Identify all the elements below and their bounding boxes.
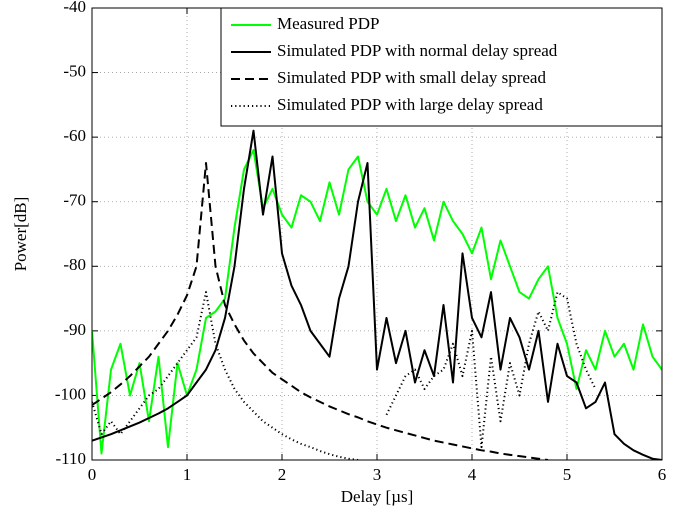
y-tick-label: -110 (55, 449, 86, 468)
y-axis-label: Power[dB] (11, 197, 30, 272)
y-tick-label: -50 (63, 61, 86, 80)
x-tick-label: 5 (563, 465, 572, 484)
x-tick-label: 3 (373, 465, 382, 484)
x-tick-label: 1 (183, 465, 192, 484)
y-tick-label: -90 (63, 320, 86, 339)
x-tick-label: 6 (658, 465, 667, 484)
series-line (92, 129, 662, 460)
y-tick-label: -70 (63, 191, 86, 210)
legend-label: Simulated PDP with large delay spread (277, 95, 543, 114)
plot-lines (92, 129, 662, 460)
y-tick-label: -60 (63, 126, 86, 145)
x-axis-label: Delay [µs] (341, 487, 414, 506)
x-tick-label: 0 (88, 465, 97, 484)
legend-box (220, 7, 663, 127)
legend-label: Simulated PDP with small delay spread (277, 68, 546, 87)
series-line (92, 161, 549, 460)
x-tick-label: 4 (468, 465, 477, 484)
y-tick-label: -40 (63, 0, 86, 16)
legend-label: Simulated PDP with normal delay spread (277, 41, 558, 60)
legend-label: Measured PDP (277, 14, 379, 33)
y-tick-label: -80 (63, 255, 86, 274)
y-tick-label: -100 (55, 384, 86, 403)
x-tick-label: 2 (278, 465, 287, 484)
